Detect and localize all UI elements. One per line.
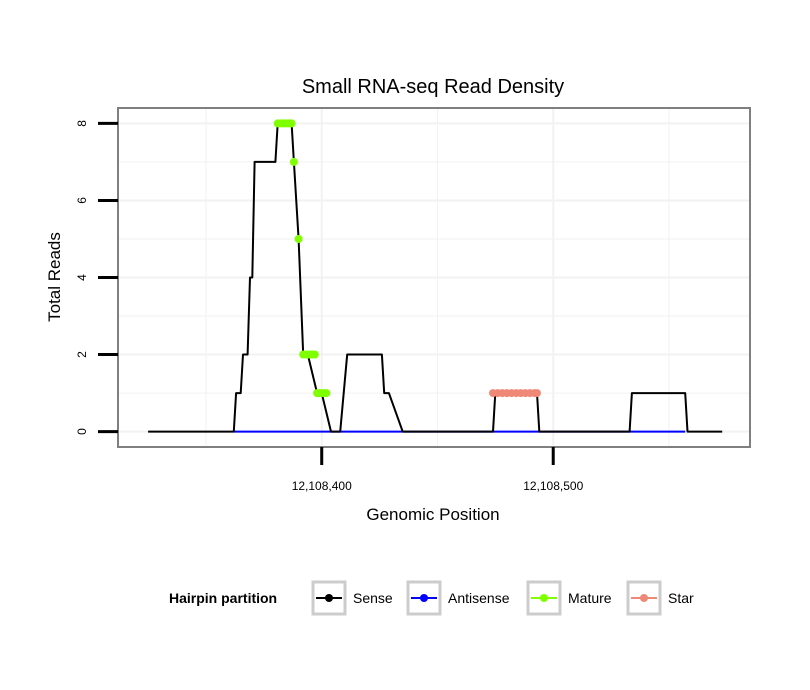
data-point-mature bbox=[287, 119, 296, 128]
data-point-star bbox=[533, 389, 541, 398]
chart-title: Small RNA-seq Read Density bbox=[302, 76, 564, 98]
y-tick-label: 4 bbox=[75, 274, 89, 281]
legend-key-point-mature bbox=[540, 594, 548, 602]
data-point-mature bbox=[310, 350, 319, 359]
data-point-mature bbox=[294, 235, 303, 243]
x-tick-label: 12,108,400 bbox=[292, 479, 352, 493]
legend-label-mature: Mature bbox=[568, 590, 612, 606]
y-axis-title: Total Reads bbox=[45, 232, 64, 322]
legend-key-point-antisense bbox=[420, 594, 428, 602]
y-tick-label: 6 bbox=[75, 197, 89, 204]
data-series bbox=[148, 119, 723, 433]
y-tick-label: 8 bbox=[75, 120, 89, 127]
legend-title: Hairpin partition bbox=[169, 590, 277, 606]
legend-label-sense: Sense bbox=[353, 590, 393, 606]
plot-panel bbox=[118, 108, 750, 447]
legend-key-point-sense bbox=[325, 594, 333, 602]
legend-key-point-star bbox=[640, 594, 648, 602]
x-tick-label: 12,108,500 bbox=[523, 479, 583, 493]
legend-label-star: Star bbox=[668, 590, 694, 606]
y-tick-label: 2 bbox=[75, 351, 89, 358]
data-point-mature bbox=[322, 389, 331, 398]
x-axis-title: Genomic Position bbox=[366, 505, 499, 524]
y-axis: 0 2 4 6 8 bbox=[75, 120, 118, 435]
y-tick-label: 0 bbox=[75, 428, 89, 435]
legend: Hairpin partition Sense Antisense Mature St… bbox=[169, 580, 694, 616]
legend-label-antisense: Antisense bbox=[448, 590, 510, 606]
x-axis: 12,108,400 12,108,500 bbox=[292, 447, 584, 493]
data-point-mature bbox=[289, 157, 298, 166]
